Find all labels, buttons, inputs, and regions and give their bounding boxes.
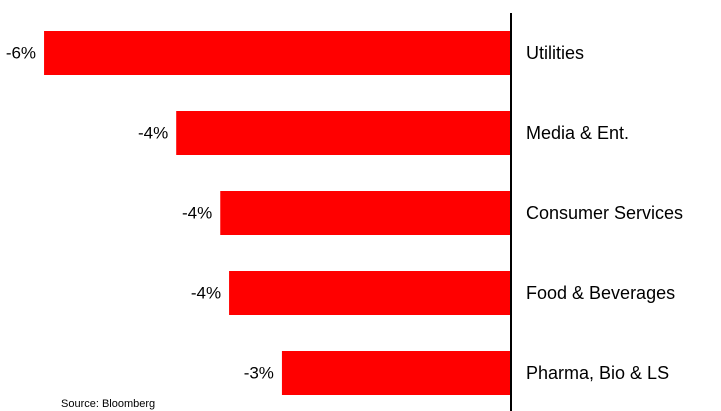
value-label-0: -6% [6,44,36,63]
source-note: Source: Bloomberg [61,398,156,410]
value-label-1: -4% [138,124,168,143]
bar-1 [176,111,511,155]
category-label-3: Food & Beverages [526,283,675,303]
category-label-4: Pharma, Bio & LS [526,363,669,383]
bar-0 [44,31,511,75]
category-labels-group: Utilities Media & Ent. Consumer Services Fo… [526,43,683,383]
category-label-2: Consumer Services [526,203,683,223]
bar-2 [220,191,512,235]
category-label-1: Media & Ent. [526,123,629,143]
bar-3 [229,271,511,315]
value-label-4: -3% [244,364,274,383]
value-label-3: -4% [191,284,221,303]
category-label-0: Utilities [526,43,584,63]
bars-group [44,31,512,395]
value-label-2: -4% [182,204,212,223]
value-labels-group: -6% -4% -4% -4% -3% [6,44,274,383]
bar-4 [281,351,511,395]
